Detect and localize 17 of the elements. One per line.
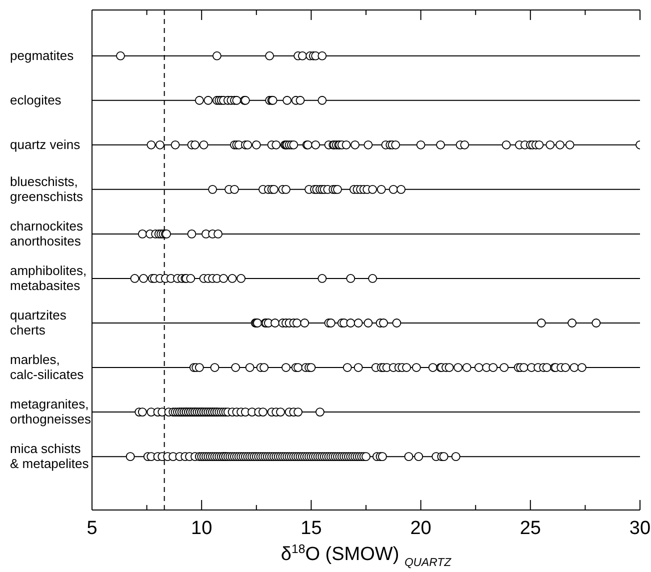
y-tick-label: pegmatites bbox=[10, 48, 74, 63]
x-tick-label: 15 bbox=[300, 518, 322, 539]
y-tick-label: quartz veins bbox=[10, 136, 81, 152]
x-tick-label: 10 bbox=[191, 518, 212, 539]
y-tick-label: eclogites bbox=[10, 92, 62, 108]
x-tick-label: 25 bbox=[520, 518, 541, 539]
y-tick-label: metagranites, orthogneisses bbox=[10, 396, 92, 427]
x-tick-label: 5 bbox=[86, 518, 98, 539]
y-tick-label: blueschists, greenschists bbox=[10, 174, 84, 204]
y-tick-label: mica schists & metapelites bbox=[10, 441, 90, 472]
y-tick-label: charnockites anorthosites bbox=[10, 218, 84, 248]
y-tick-label: amphibolites, metabasites bbox=[10, 262, 87, 293]
x-tick-label: 20 bbox=[410, 518, 432, 539]
y-tick-label: marbles, calc-silicates bbox=[10, 352, 84, 382]
y-tick-label: quartzites cherts bbox=[10, 308, 67, 338]
x-tick-label: 30 bbox=[629, 518, 651, 539]
x-axis-title: δ$^{18}$O (SMOW) $_{QUARTZ}$ bbox=[280, 542, 452, 569]
